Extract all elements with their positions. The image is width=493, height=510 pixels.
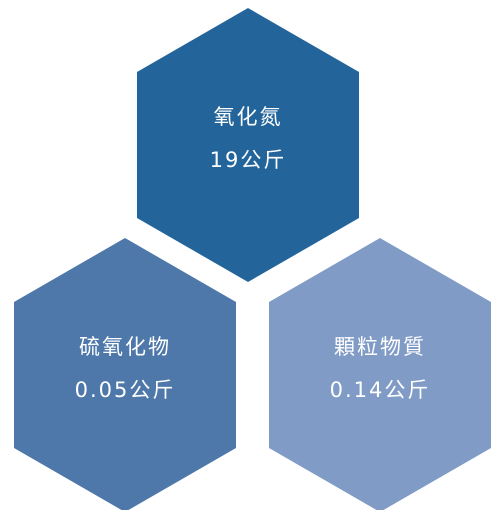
hexagon-shape: [14, 238, 236, 510]
hexagon-name: 氧化氮: [214, 105, 283, 129]
hexagon-name: 顆粒物質: [334, 335, 426, 359]
hexagon-amount: 0.14公斤: [330, 378, 431, 402]
hexagon-amount: 0.05公斤: [75, 378, 176, 402]
hexagon-name: 硫氧化物: [79, 335, 171, 359]
hexagon-particulate-matter: 顆粒物質 0.14公斤: [269, 238, 491, 510]
hexagon-nitrogen-oxide: 氧化氮 19公斤: [137, 8, 359, 282]
hexagon-shape: [269, 238, 491, 510]
hexagon-amount: 19公斤: [210, 148, 287, 172]
hexagon-shape: [137, 8, 359, 282]
hexagon-sulfur-oxide: 硫氧化物 0.05公斤: [14, 238, 236, 510]
